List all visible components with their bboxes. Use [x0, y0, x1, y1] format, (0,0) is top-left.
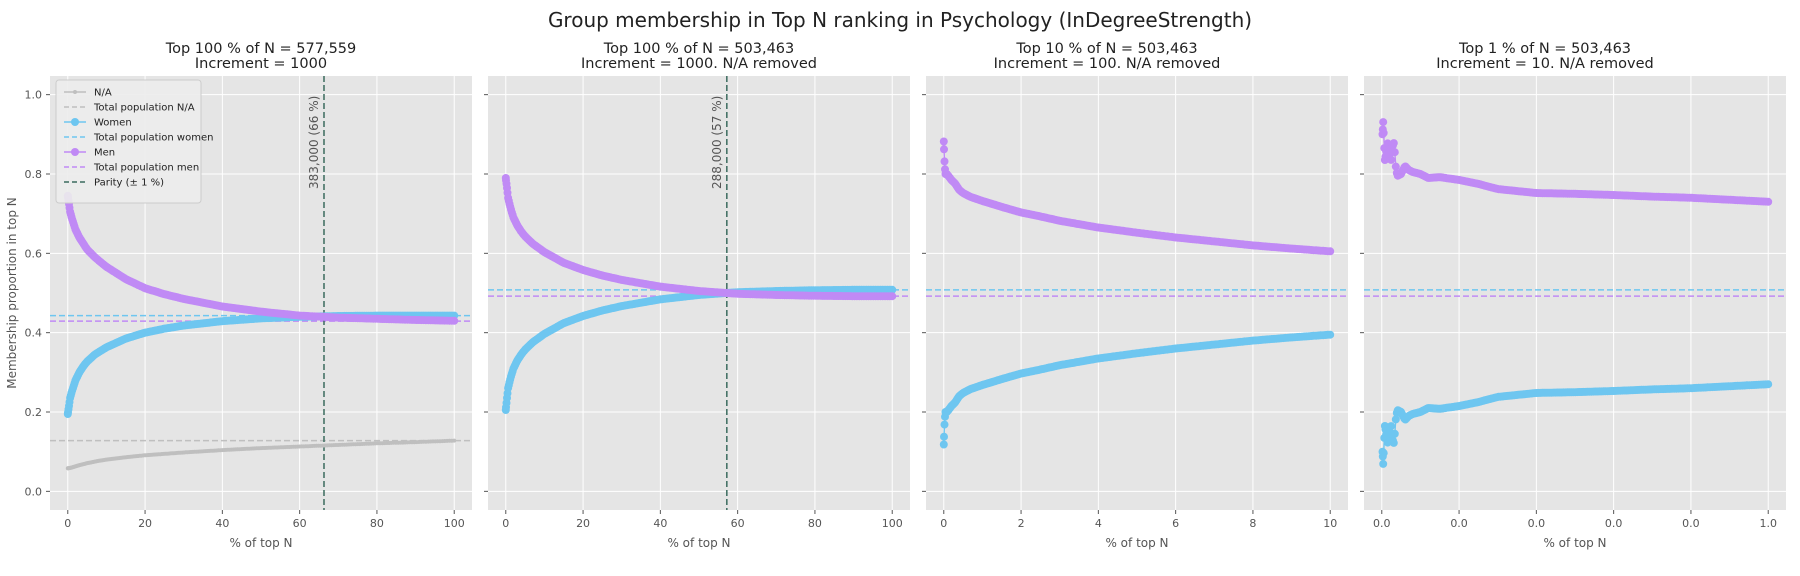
data-point-men: [1387, 155, 1396, 164]
legend-entry: Total population N/A: [93, 103, 195, 114]
data-point-na: [452, 438, 457, 443]
plot-content: [926, 137, 1348, 449]
data-point-men: [1764, 197, 1773, 206]
data-point-men: [939, 137, 948, 146]
x-tick-label: 0: [64, 517, 71, 530]
plot-content: [488, 76, 910, 510]
data-point-men: [1379, 118, 1388, 127]
x-tick-label: 0.0: [1373, 517, 1391, 530]
data-point-men: [1326, 247, 1335, 256]
data-point-men: [940, 145, 948, 154]
data-point-women: [1764, 380, 1773, 389]
x-axis-label: % of top N: [1543, 536, 1606, 550]
data-point-men: [450, 316, 459, 325]
data-point-men: [888, 292, 897, 301]
panel-4-title-line2: Increment = 10. N/A removed: [1436, 56, 1654, 72]
legend-entry: Parity (± 1 %): [94, 178, 164, 189]
y-tick-label: 0.0: [25, 485, 43, 498]
x-tick-label: 40: [215, 517, 229, 530]
panel-1: 0 20 40 60 80 100 0.0 0.2 0.4 0.6 0.8 1.0 % of top N…: [5, 76, 472, 550]
x-tick-label: 10: [1323, 517, 1337, 530]
legend-box: [55, 79, 202, 204]
legend-entry: Women: [94, 118, 132, 129]
panel-1-title-line1: Top 100 % of N = 577,559: [165, 41, 357, 57]
x-tick-label: 20: [576, 517, 590, 530]
x-axis-label: % of top N: [229, 536, 292, 550]
x-tick-label: 6: [1172, 517, 1179, 530]
x-tick-label: 8: [1249, 517, 1256, 530]
panel-4: 0.0 0.0 0.0 0.0 0.0 1.0 % of top N: [1360, 76, 1786, 550]
x-tick-label: 0.0: [1528, 517, 1546, 530]
figure-title: Group membership in Top N ranking in Psy…: [548, 8, 1252, 32]
panel-2: 0 20 40 60 80 100 % of top N 288,000 (57 %): [484, 76, 910, 550]
parity-label: 288,000 (57 %): [710, 96, 724, 189]
data-point-women: [1389, 438, 1398, 447]
data-point-women: [1391, 415, 1400, 424]
panel-4-title-line1: Top 1 % of N = 503,463: [1458, 41, 1631, 57]
panel-1-title-line2: Increment = 1000: [195, 56, 327, 72]
x-tick-label: 4: [1095, 517, 1102, 530]
legend-entry: Total population women: [93, 133, 213, 144]
x-axis-label: % of top N: [1105, 536, 1168, 550]
x-tick-label: 0.0: [1605, 517, 1623, 530]
legend-entry: Men: [94, 148, 115, 159]
x-tick-label: 80: [370, 517, 384, 530]
data-point-women: [940, 420, 949, 429]
data-point-women: [1379, 449, 1388, 458]
x-axis-label: % of top N: [667, 536, 730, 550]
data-point-men: [1391, 162, 1400, 171]
panel-2-title-line2: Increment = 1000. N/A removed: [581, 56, 817, 72]
y-tick-label: 0.8: [25, 168, 43, 181]
data-point-men: [1389, 139, 1398, 148]
plot-area: [926, 76, 1348, 510]
panel-2-title-line1: Top 100 % of N = 503,463: [603, 41, 795, 57]
x-tick-label: 20: [138, 517, 152, 530]
y-tick-label: 0.2: [25, 406, 43, 419]
data-point-women: [939, 440, 948, 449]
data-point-women: [1379, 459, 1388, 468]
x-tick-label: 0: [940, 517, 947, 530]
data-point-men: [940, 157, 949, 166]
data-point-women: [888, 285, 897, 294]
data-point-women: [940, 432, 948, 441]
x-tick-label: 0: [502, 517, 509, 530]
y-tick-label: 0.6: [25, 247, 43, 260]
x-tick-label: 100: [882, 517, 903, 530]
data-point-women: [1387, 422, 1396, 431]
x-tick-label: 0.0: [1682, 517, 1700, 530]
x-tick-label: 60: [293, 517, 307, 530]
plot-content: [1364, 118, 1786, 468]
panel-3-title-line1: Top 10 % of N = 503,463: [1015, 41, 1197, 57]
panel-3: 0 2 4 6 8 10 % of top N: [922, 76, 1348, 550]
x-tick-label: 80: [808, 517, 822, 530]
legend-marker: [73, 90, 77, 94]
x-tick-label: 1.0: [1759, 517, 1777, 530]
plot-area: [1364, 76, 1786, 510]
panel-3-title-line2: Increment = 100. N/A removed: [994, 56, 1221, 72]
y-tick-label: 1.0: [25, 89, 43, 102]
y-axis-label: Membership proportion in top N: [5, 197, 19, 389]
plot-content: [50, 76, 472, 510]
data-point-women: [1326, 330, 1335, 339]
x-tick-label: 2: [1018, 517, 1025, 530]
legend-marker: [71, 148, 79, 156]
legend-entry: Total population men: [93, 163, 199, 174]
x-tick-label: 40: [653, 517, 667, 530]
x-tick-label: 0.0: [1450, 517, 1468, 530]
legend: N/A Total population N/A Women Total popula…: [55, 79, 213, 204]
x-tick-label: 60: [731, 517, 745, 530]
x-tick-label: 100: [444, 517, 465, 530]
parity-label: 383,000 (66 %): [307, 96, 321, 189]
data-point-men: [1390, 148, 1399, 157]
data-point-women: [1390, 429, 1399, 438]
legend-entry: N/A: [94, 88, 112, 99]
data-point-men: [1379, 128, 1388, 137]
y-tick-label: 0.4: [25, 327, 43, 340]
legend-marker: [71, 118, 79, 126]
